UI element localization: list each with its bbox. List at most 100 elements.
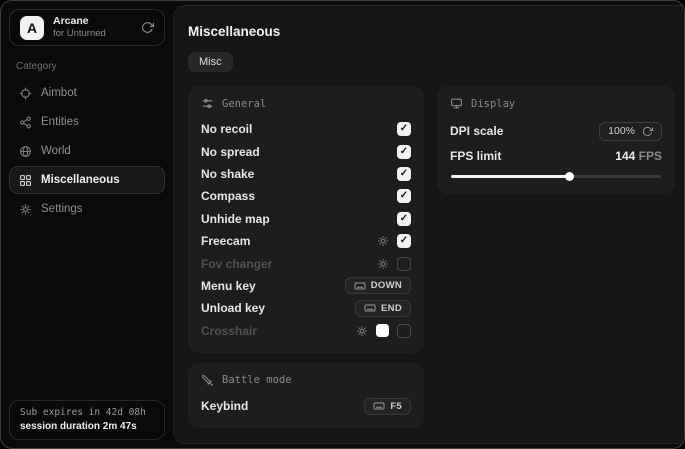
app-title: Arcane (53, 15, 89, 27)
setting-row: Menu key DOWN (201, 275, 411, 297)
display-panel: Display DPI scale 100% FPS limit (437, 86, 675, 194)
setting-row: Freecam ✓ (201, 230, 411, 252)
main-content: Miscellaneous Misc General No recoil ✓ (173, 5, 684, 444)
logo-card: A Arcane for Unturned (9, 9, 165, 46)
setting-row: Fov changer (201, 252, 411, 274)
sidebar-item-label: Aimbot (41, 87, 77, 99)
panel-header-label: Display (471, 97, 516, 110)
keyboard-icon (373, 400, 385, 412)
setting-label: Crosshair (201, 323, 258, 338)
setting-label: No spread (201, 144, 260, 159)
setting-row: Keybind F5 (201, 395, 411, 417)
setting-label: Unhide map (201, 211, 270, 226)
sidebar-item-label: World (41, 145, 71, 157)
keybind-button[interactable]: F5 (364, 397, 411, 415)
setting-label: Menu key (201, 278, 256, 293)
checkbox[interactable]: ✓ (397, 234, 411, 249)
fps-limit-row: FPS limit 144 FPS (450, 144, 662, 168)
checkbox[interactable]: ✓ (397, 122, 411, 137)
keybind-value: END (381, 302, 402, 314)
setting-row: No shake ✓ (201, 163, 411, 185)
setting-label: Compass (201, 189, 256, 204)
tab-misc[interactable]: Misc (188, 52, 233, 72)
sword-icon (201, 374, 214, 387)
check-icon: ✓ (399, 212, 409, 224)
sidebar-item-settings[interactable]: Settings (9, 195, 165, 223)
fps-unit: FPS (638, 149, 662, 163)
category-label: Category (16, 61, 57, 72)
setting-label: FPS limit (450, 149, 502, 163)
sidebar-item-world[interactable]: World (9, 137, 165, 165)
subscription-box: Sub expires in 42d 08h session duration … (9, 400, 165, 440)
battle-mode-panel: Battle mode Keybind F5 (188, 362, 424, 429)
setting-label: Keybind (201, 399, 249, 414)
check-icon: ✓ (399, 167, 409, 179)
app-logo: A (20, 15, 44, 40)
gear-icon (19, 203, 32, 216)
monitor-icon (450, 97, 463, 110)
setting-label: No recoil (201, 122, 253, 137)
page-title: Miscellaneous (188, 24, 281, 39)
sidebar-nav: Aimbot Entities World Miscellaneous (9, 79, 165, 223)
checkbox[interactable]: ✓ (397, 211, 411, 226)
general-icon (201, 97, 214, 110)
sidebar-item-entities[interactable]: Entities (9, 108, 165, 136)
logo-initial: A (26, 19, 38, 36)
setting-label: Unload key (201, 301, 266, 316)
general-panel: General No recoil ✓ No spread ✓ No shake… (188, 86, 424, 353)
sidebar-item-label: Settings (41, 203, 83, 215)
slider-thumb[interactable] (564, 172, 574, 181)
keybind-button[interactable]: END (355, 299, 411, 317)
keybind-button[interactable]: DOWN (344, 277, 411, 295)
session-duration-text: session duration 2m 47s (20, 421, 137, 432)
update-icon[interactable] (141, 21, 154, 34)
keybind-value: F5 (390, 400, 402, 412)
check-icon: ✓ (399, 190, 409, 202)
keybind-value: DOWN (370, 280, 402, 292)
dpi-scale-row: DPI scale 100% (450, 118, 662, 144)
checkbox[interactable]: ✓ (397, 144, 411, 159)
setting-row: Compass ✓ (201, 185, 411, 207)
checkbox[interactable] (397, 323, 411, 338)
checkbox[interactable]: ✓ (397, 189, 411, 204)
keyboard-icon (364, 302, 376, 314)
refresh-icon[interactable] (642, 126, 653, 137)
gear-icon[interactable] (356, 325, 368, 337)
setting-row: Crosshair (201, 320, 411, 342)
setting-row: Unhide map ✓ (201, 208, 411, 230)
app-subtitle: for Unturned (53, 28, 106, 40)
sidebar-item-label: Entities (41, 116, 79, 128)
setting-row: No recoil ✓ (201, 118, 411, 140)
setting-row: No spread ✓ (201, 140, 411, 162)
checkbox[interactable] (397, 256, 411, 271)
grid-icon (19, 174, 32, 187)
check-icon: ✓ (399, 145, 409, 157)
sidebar-item-aimbot[interactable]: Aimbot (9, 79, 165, 107)
check-icon: ✓ (399, 235, 409, 247)
gear-icon[interactable] (377, 258, 389, 270)
color-swatch[interactable] (376, 324, 389, 338)
fps-slider[interactable] (451, 172, 661, 181)
gear-icon[interactable] (377, 235, 389, 247)
setting-label: No shake (201, 166, 255, 181)
check-icon: ✓ (399, 123, 409, 135)
keyboard-icon (354, 280, 366, 292)
checkbox[interactable]: ✓ (397, 166, 411, 181)
dpi-scale-value: 100% (608, 125, 635, 137)
fps-value: 144 (615, 149, 636, 163)
crosshair-icon (19, 87, 32, 100)
panel-header-label: Battle mode (222, 374, 292, 387)
setting-row: Unload key END (201, 297, 411, 319)
panel-header-label: General (222, 97, 267, 110)
setting-label: Freecam (201, 234, 251, 249)
setting-label: Fov changer (201, 256, 273, 271)
dpi-scale-select[interactable]: 100% (599, 121, 662, 141)
slider-fill (451, 175, 569, 178)
setting-label: DPI scale (450, 124, 504, 138)
sub-expires-text: Sub expires in 42d 08h (20, 407, 146, 418)
globe-icon (19, 145, 32, 158)
entities-icon (19, 116, 32, 129)
sidebar-item-label: Miscellaneous (41, 174, 120, 186)
sidebar-item-miscellaneous[interactable]: Miscellaneous (9, 166, 165, 194)
